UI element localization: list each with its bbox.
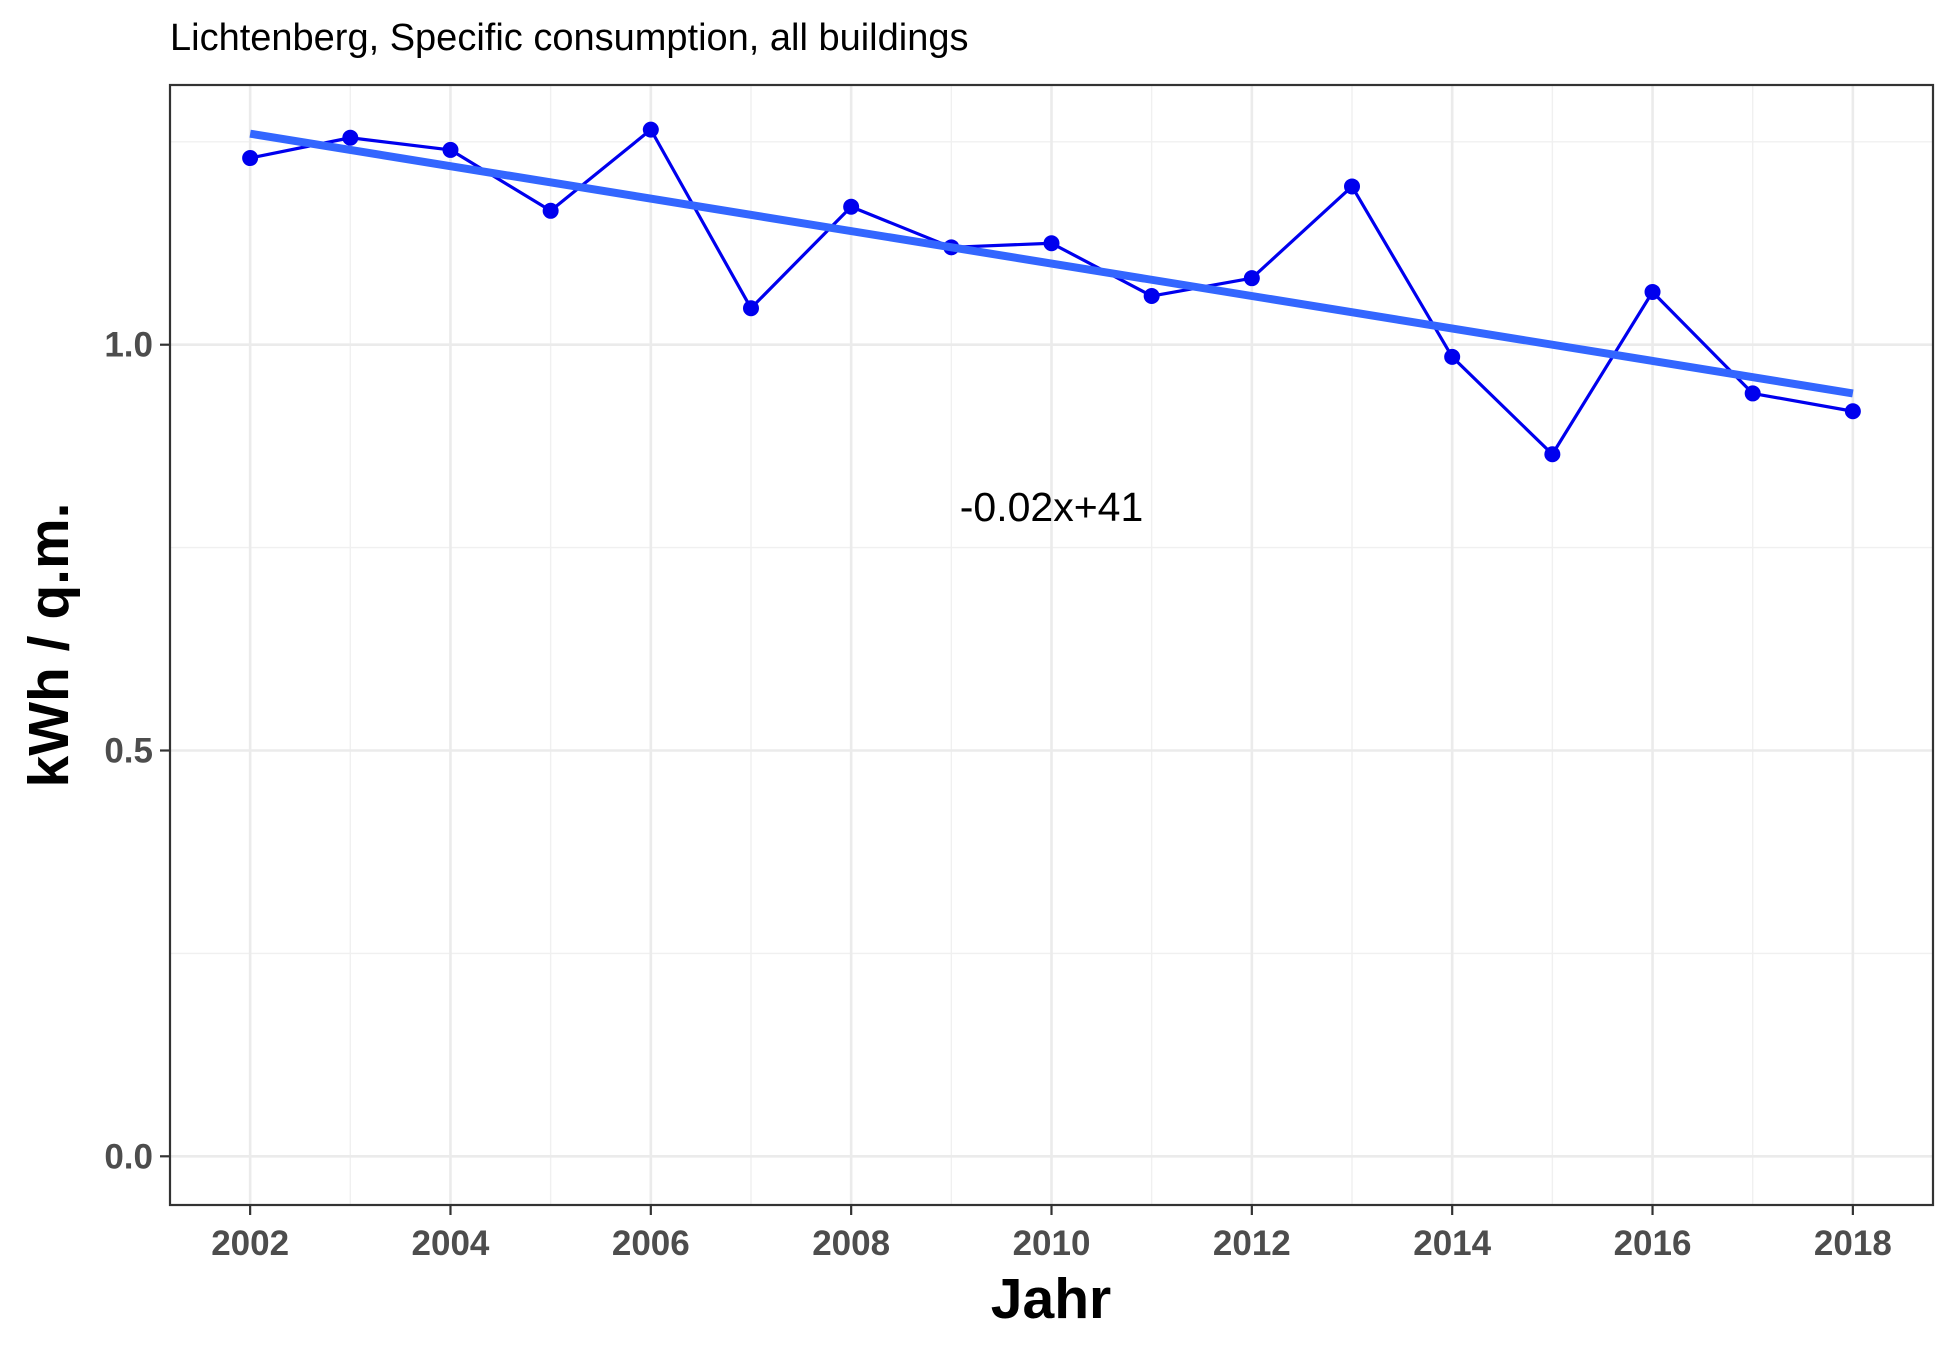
- trendline: [249, 129, 1854, 398]
- y-tick-label: 1.0: [104, 326, 153, 365]
- x-tick-label: 2014: [1413, 1224, 1491, 1263]
- data-point: [1844, 403, 1861, 420]
- x-tick-label: 2002: [211, 1224, 289, 1263]
- data-point: [542, 202, 559, 219]
- data-point: [1444, 348, 1461, 365]
- data-point: [642, 121, 659, 138]
- data-point: [1243, 270, 1260, 287]
- data-point: [843, 198, 860, 215]
- data-point: [742, 300, 759, 317]
- y-axis-label: kWh / q.m.: [17, 503, 81, 788]
- y-axis: 0.0 0.5 1.0: [104, 326, 170, 1176]
- x-tick-label: 2012: [1213, 1224, 1291, 1263]
- y-tick-label: 0.5: [104, 732, 153, 771]
- x-axis: 2002 2004 2006 2008 2010 2012 2014 2016 2018: [211, 1205, 1892, 1263]
- data-point: [1344, 178, 1361, 195]
- chart-title: Lichtenberg, Specific consumption, all b…: [170, 17, 968, 59]
- data-point: [1544, 446, 1561, 463]
- x-axis-label: Jahr: [991, 1267, 1111, 1331]
- x-tick-label: 2008: [812, 1224, 890, 1263]
- x-tick-label: 2016: [1614, 1224, 1692, 1263]
- data-point: [242, 150, 259, 167]
- data-point: [1043, 235, 1060, 252]
- data-point: [342, 129, 359, 146]
- annotation-layer: -0.02x+41: [960, 484, 1144, 530]
- data-point: [1744, 385, 1761, 402]
- data-point: [442, 141, 459, 158]
- y-tick-label: 0.0: [104, 1137, 153, 1176]
- x-tick-label: 2018: [1814, 1224, 1892, 1263]
- data-point: [1143, 288, 1160, 305]
- x-tick-label: 2010: [1013, 1224, 1091, 1263]
- x-tick-label: 2004: [412, 1224, 490, 1263]
- x-tick-label: 2006: [612, 1224, 690, 1263]
- trendline-layer: [249, 129, 1854, 398]
- data-point: [1644, 283, 1661, 300]
- major-gridlines: [170, 85, 1933, 1205]
- equation-annotation: -0.02x+41: [960, 484, 1144, 530]
